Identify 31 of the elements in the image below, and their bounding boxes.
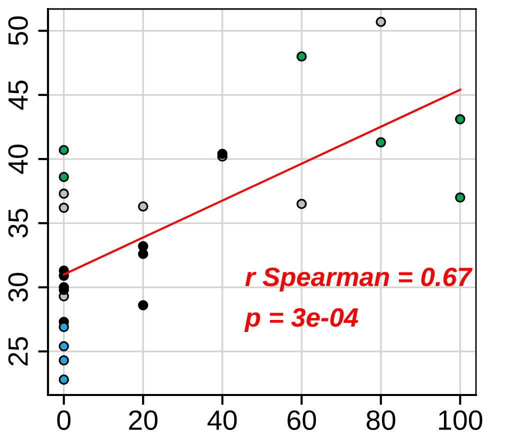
point xyxy=(58,341,69,352)
x-tick-label: 20 xyxy=(129,410,158,430)
point xyxy=(138,248,148,260)
y-tick-label: 40 xyxy=(8,144,28,174)
x-tick-label: 40 xyxy=(208,410,237,430)
x-tick-label: 80 xyxy=(366,410,396,430)
point xyxy=(376,137,386,148)
point xyxy=(296,51,307,62)
point xyxy=(455,114,466,124)
point xyxy=(376,16,386,27)
point xyxy=(58,202,69,213)
x-tick-label: 0 xyxy=(57,410,70,430)
point xyxy=(455,192,466,203)
point xyxy=(58,144,69,156)
y-tick-label: 25 xyxy=(8,337,28,366)
point xyxy=(58,172,69,182)
y-tick-label: 45 xyxy=(8,80,28,110)
point xyxy=(217,148,228,160)
annotation: p = 3e-04 xyxy=(244,308,358,332)
y-tick-label: 50 xyxy=(8,16,28,46)
x-tick-label: 100 xyxy=(439,410,482,430)
annotation: r Spearman = 0.67 xyxy=(245,268,473,292)
x-tick-label: 60 xyxy=(288,410,316,430)
y-tick-label: 35 xyxy=(8,208,28,238)
point xyxy=(138,201,148,212)
point xyxy=(138,300,148,310)
y-tick-label: 30 xyxy=(8,272,28,302)
point xyxy=(58,188,69,199)
point xyxy=(296,198,307,210)
point xyxy=(58,374,69,385)
point xyxy=(58,355,69,366)
